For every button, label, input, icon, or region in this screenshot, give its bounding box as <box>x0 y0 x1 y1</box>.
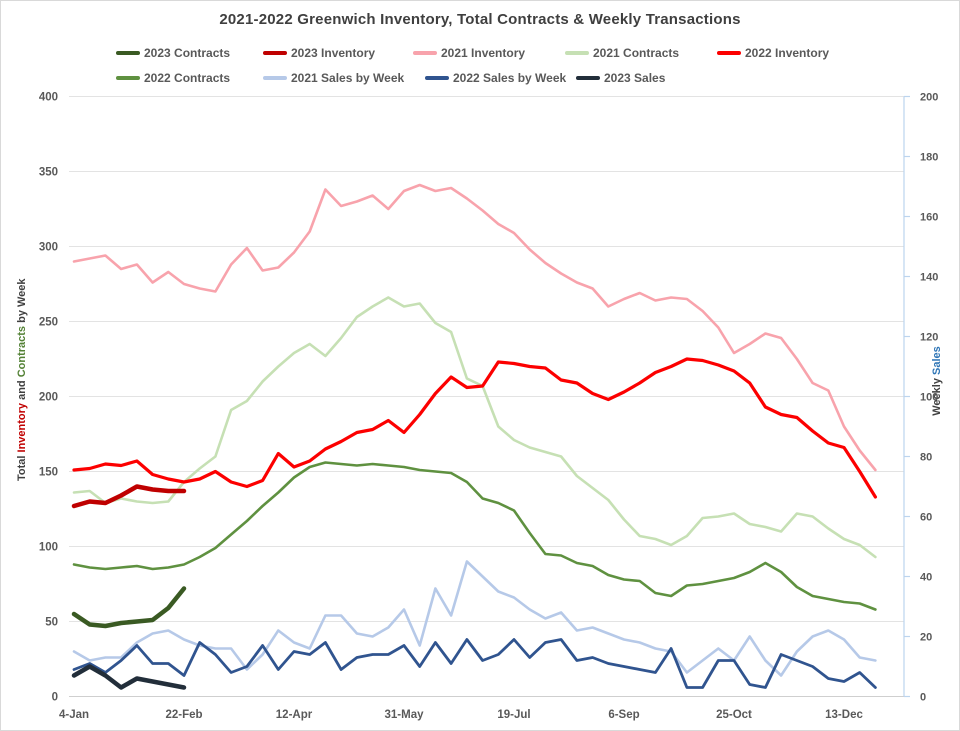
legend-swatch-2022-inventory <box>717 51 741 55</box>
legend-item-2023-sales: 2023 Sales <box>576 70 665 86</box>
legend-item-2021-inventory: 2021 Inventory <box>413 45 525 61</box>
legend-label: 2023 Sales <box>604 71 666 85</box>
left-axis-tick-400: 400 <box>39 92 58 104</box>
left-axis-tick-50: 50 <box>45 617 58 629</box>
left-axis-tick-0: 0 <box>52 692 58 704</box>
legend-item-2021-sales-by-week: 2021 Sales by Week <box>263 70 404 86</box>
series-line-2022-contracts <box>72 461 877 611</box>
legend-item-2022-inventory: 2022 Inventory <box>717 45 829 61</box>
legend-label: 2023 Contracts <box>144 46 231 60</box>
series-line-2023-inventory <box>71 484 187 509</box>
legend-swatch-2021-inventory <box>413 51 437 55</box>
right-axis-tick-80: 80 <box>920 452 932 464</box>
legend-swatch-2021-contracts <box>565 51 589 55</box>
right-axis-tick-140: 140 <box>920 272 938 284</box>
left-axis-tick-200: 200 <box>39 392 58 404</box>
legend-swatch-2023-sales <box>576 76 600 80</box>
chart-title: 2021-2022 Greenwich Inventory, Total Con… <box>219 11 741 28</box>
legend-item-2023-inventory: 2023 Inventory <box>263 45 375 61</box>
left-axis-tick-350: 350 <box>39 167 58 179</box>
legend-item-2023-contracts: 2023 Contracts <box>116 45 230 61</box>
right-axis-tick-0: 0 <box>920 692 926 704</box>
right-axis-tick-200: 200 <box>920 92 938 104</box>
x-axis-tick-13-dec: 13-Dec <box>825 709 863 721</box>
series-line-2021-sales-by-week <box>72 560 877 677</box>
series-line-2022-inventory <box>72 357 878 499</box>
legend-item-2021-contracts: 2021 Contracts <box>565 45 679 61</box>
right-axis-tick-180: 180 <box>920 152 938 164</box>
x-axis-tick-6-sep: 6-Sep <box>608 709 639 721</box>
legend-swatch-2022-contracts <box>116 76 140 80</box>
x-axis-tick-25-oct: 25-Oct <box>716 709 752 721</box>
x-axis-tick-12-apr: 12-Apr <box>276 709 313 721</box>
left-axis-tick-150: 150 <box>39 467 58 479</box>
right-axis-tick-100: 100 <box>920 392 938 404</box>
legend-label: 2021 Contracts <box>593 46 680 60</box>
left-axis-tick-300: 300 <box>39 242 58 254</box>
left-axis-tick-250: 250 <box>39 317 58 329</box>
series-line-2021-contracts <box>72 296 877 559</box>
right-axis-tick-60: 60 <box>920 512 932 524</box>
legend-swatch-2021-sales-by-week <box>263 76 287 80</box>
right-axis-tick-160: 160 <box>920 212 938 224</box>
legend-swatch-2023-contracts <box>116 51 140 55</box>
legend-swatch-2023-inventory <box>263 51 287 55</box>
x-axis-tick-31-may: 31-May <box>385 709 425 721</box>
x-axis-tick-22-feb: 22-Feb <box>165 709 202 721</box>
x-axis-tick-19-jul: 19-Jul <box>497 709 530 721</box>
legend-label: 2022 Inventory <box>745 46 830 60</box>
right-axis-tick-120: 120 <box>920 332 938 344</box>
series-line-2023-sales <box>71 664 187 690</box>
legend-swatch-2022-sales-by-week <box>425 76 449 80</box>
legend-label: 2022 Sales by Week <box>453 71 567 85</box>
left-axis-tick-100: 100 <box>39 542 58 554</box>
x-axis-tick-4-jan: 4-Jan <box>59 709 89 721</box>
series-line-2021-inventory <box>72 183 877 472</box>
legend-label: 2021 Inventory <box>441 46 526 60</box>
series-line-2023-contracts <box>71 586 187 629</box>
right-axis-tick-20: 20 <box>920 632 932 644</box>
right-axis-tick-40: 40 <box>920 572 932 584</box>
legend-label: 2023 Inventory <box>291 46 376 60</box>
series-line-2022-sales-by-week <box>72 638 877 689</box>
legend-item-2022-contracts: 2022 Contracts <box>116 70 230 86</box>
legend-item-2022-sales-by-week: 2022 Sales by Week <box>425 70 566 86</box>
legend-label: 2021 Sales by Week <box>291 71 405 85</box>
legend-label: 2022 Contracts <box>144 71 231 85</box>
